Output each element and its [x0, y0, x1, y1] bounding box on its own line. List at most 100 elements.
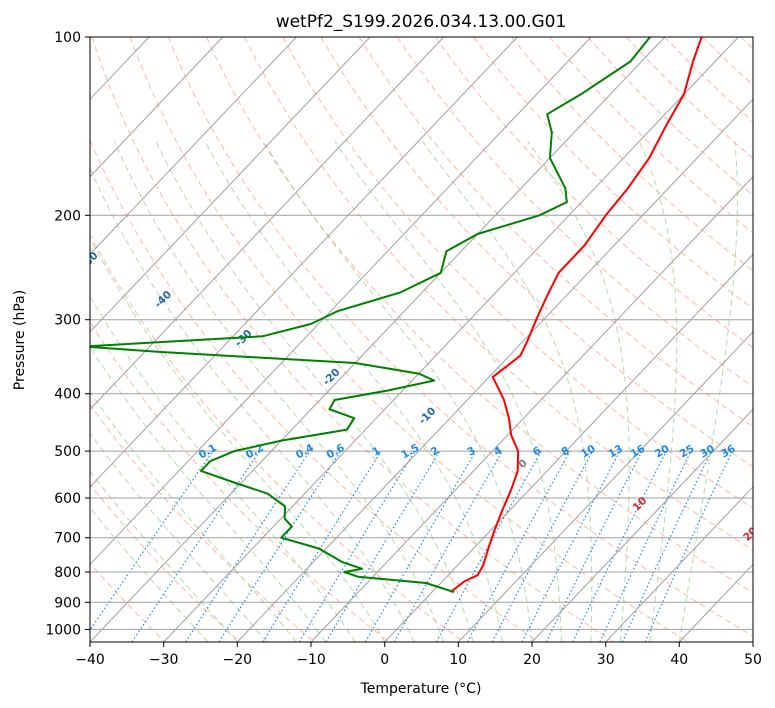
isotherm-line: [90, 37, 371, 333]
dry-adiabat-line: [320, 37, 753, 468]
isotherm-line: [678, 563, 753, 642]
dry-adiabat-label: -40: [152, 289, 174, 311]
moist-adiabat-line: [113, 141, 445, 642]
grid-lines: [90, 37, 753, 642]
sounding-series: [90, 37, 703, 594]
dry-adiabat-line: [90, 562, 166, 642]
mixing-ratio-line: [325, 450, 441, 642]
dry-adiabat-line: [90, 138, 540, 642]
isotherm-line: [90, 37, 445, 411]
dry-adiabat-line: [663, 37, 753, 123]
mixing-ratio-line: [218, 450, 342, 642]
moist-adiabat-line: [678, 141, 738, 642]
dry-adiabat-label: -10: [417, 405, 439, 427]
dry-adiabat-label: -50: [79, 250, 101, 272]
isotherm-line: [605, 486, 753, 642]
x-tick-label: −40: [75, 652, 105, 668]
mixing-ratio-label: 13: [606, 443, 625, 461]
isotherm-line: [163, 37, 739, 642]
dry-adiabat-line: [91, 37, 614, 642]
mixing-ratio-label: 4: [492, 445, 504, 459]
temperature-line: [449, 37, 703, 593]
mixing-ratio-label: 0.4: [294, 442, 316, 462]
dry-adiabat-label: -60: [12, 211, 34, 233]
mixing-ratio-line: [466, 450, 571, 642]
mixing-ratio-line: [435, 450, 542, 642]
x-tick-label: 0: [380, 652, 389, 668]
mixing-ratio-line: [90, 450, 214, 631]
moist-adiabat-line: [155, 141, 474, 642]
axes: −40 −30 −20 −10 0 10 20 30 40 50 100 200 300 400 500 60…: [45, 30, 762, 668]
isotherm-line: [90, 37, 666, 642]
y-tick-label: 700: [54, 531, 81, 547]
dry-adiabat-line: [167, 37, 753, 637]
isotherm-line: [457, 331, 753, 642]
isotherm-line: [310, 176, 753, 642]
dry-adiabat-label: 20: [741, 525, 760, 544]
y-tick-label: 500: [54, 444, 81, 460]
mixing-ratio-label: 2: [429, 445, 441, 459]
dry-adiabat-line: [205, 37, 753, 594]
plot-area: 0.10.20.40.611.52346810131620253036-100-…: [12, 37, 760, 642]
moist-adiabat-line: [90, 167, 415, 642]
y-axis-label: Pressure (hPa): [12, 290, 28, 390]
mixing-ratio-line: [393, 450, 504, 642]
x-tick-label: 50: [744, 652, 762, 668]
mixing-ratio-label: 25: [678, 443, 697, 461]
dry-adiabat-line: [473, 37, 753, 310]
moist-adiabat-line: [263, 141, 533, 642]
mixing-ratio-line: [185, 450, 311, 642]
x-tick-label: −30: [149, 652, 179, 668]
isotherm-line: [90, 37, 224, 178]
mixing-ratio-label: 30: [698, 443, 717, 461]
isotherm-line: [236, 98, 753, 642]
dry-adiabat-line: [90, 320, 390, 642]
y-tick-label: 300: [54, 313, 81, 329]
isotherm-line: [90, 37, 518, 488]
x-tick-label: 20: [523, 652, 541, 668]
isotherm-line: [384, 253, 753, 642]
y-tick-label: 100: [54, 30, 81, 46]
moist-adiabat-line: [90, 506, 209, 642]
x-tick-label: 10: [449, 652, 467, 668]
moist-adiabat-line: [334, 141, 562, 642]
mixing-ratio-line: [599, 450, 692, 642]
chart-title: wetPf2_S199.2026.034.13.00.G01: [276, 12, 567, 32]
mixing-ratio-line: [572, 450, 667, 642]
dry-adiabat-line: [702, 37, 753, 86]
dry-adiabat-line: [396, 37, 753, 388]
y-tick-label: 400: [54, 387, 81, 403]
isotherm-line: [531, 408, 753, 642]
dry-adiabat-label: -20: [321, 366, 343, 388]
isotherm-line: [752, 641, 753, 642]
mixing-ratio-lines: [90, 450, 733, 642]
mixing-ratio-line: [298, 450, 416, 642]
x-axis-label: Temperature (°C): [360, 681, 482, 697]
mixing-ratio-line: [364, 450, 477, 642]
mixing-ratio-label: 1.5: [399, 442, 421, 462]
y-tick-label: 1000: [45, 622, 81, 638]
dry-adiabat-line: [90, 233, 465, 642]
dry-adiabat-line: [129, 37, 689, 642]
mixing-ratio-line: [644, 450, 733, 642]
mixing-ratio-label: 10: [579, 443, 598, 461]
x-tick-label: 30: [597, 652, 615, 668]
dry-adiabat-line: [434, 37, 753, 349]
x-tick-label: 40: [670, 652, 688, 668]
y-tick-label: 900: [54, 595, 81, 611]
mixing-ratio-label: 20: [653, 443, 672, 461]
mixing-ratio-line: [262, 450, 382, 642]
isotherm-line: [90, 37, 592, 566]
x-tick-label: −20: [223, 652, 253, 668]
mixing-ratio-line: [545, 450, 643, 642]
y-tick-label: 200: [54, 208, 81, 224]
moist-adiabat-line: [90, 391, 297, 642]
mixing-ratio-label: 36: [719, 443, 738, 461]
mixing-ratio-label: 0.6: [325, 442, 347, 462]
mixing-ratio-line: [621, 450, 713, 642]
dewpoint-line: [90, 37, 651, 594]
y-tick-label: 800: [54, 565, 81, 581]
plot-frame: [89, 36, 754, 643]
dry-adiabat-line: [282, 37, 753, 509]
